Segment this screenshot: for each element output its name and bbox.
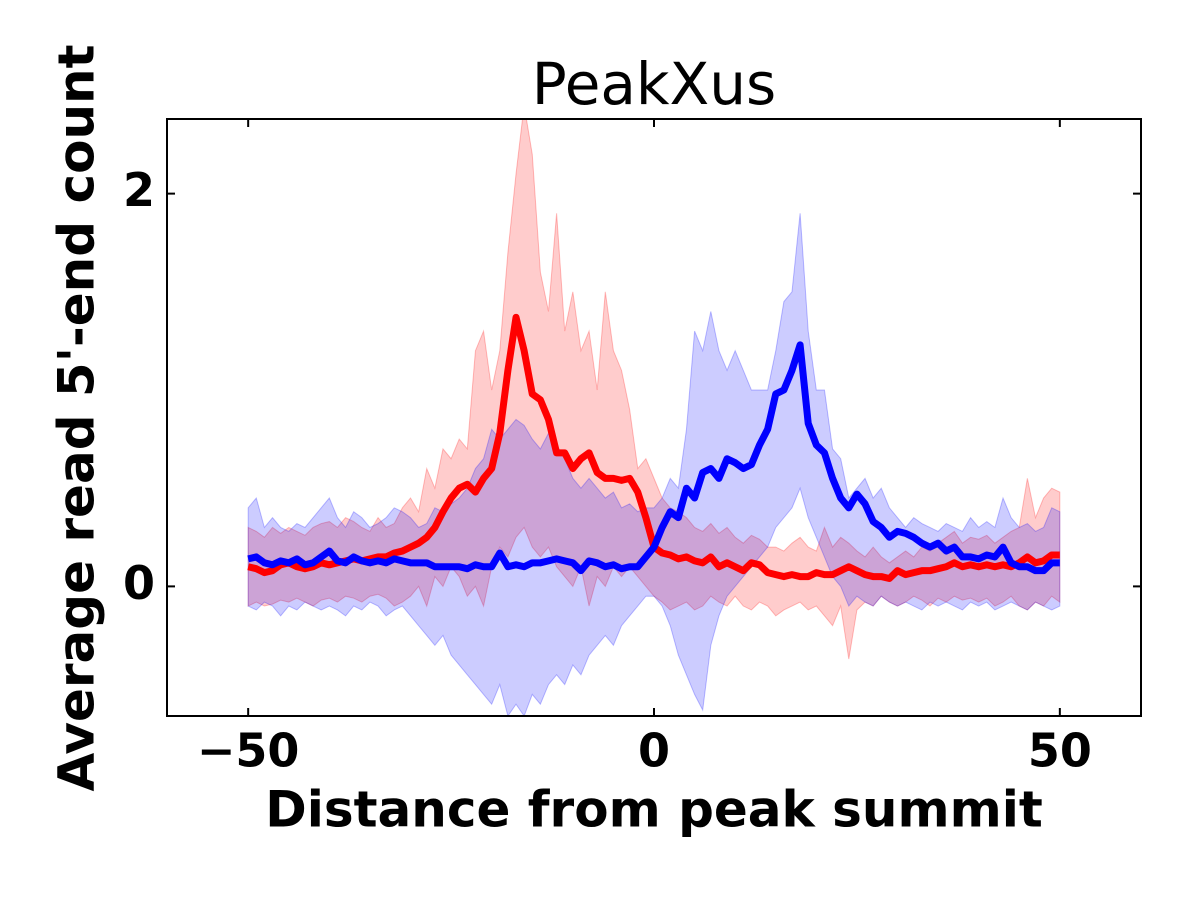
chart-title: PeakXus	[532, 50, 776, 118]
y-tick-label: 2	[123, 163, 155, 217]
y-axis-label: Average read 5'-end count	[48, 44, 106, 791]
axes: −50 0 50 0 2	[123, 119, 1141, 778]
y-tick-label: 0	[123, 556, 155, 610]
series-line	[247, 341, 1060, 575]
x-tick-label: 0	[638, 724, 670, 778]
plot-area	[247, 119, 1061, 716]
x-tick-label: 50	[1028, 724, 1092, 778]
plot-frame	[166, 118, 1142, 717]
error-band	[247, 119, 1061, 660]
x-axis-label: Distance from peak summit	[265, 781, 1043, 839]
x-tick-label: −50	[197, 724, 300, 778]
error-band	[247, 213, 1061, 716]
